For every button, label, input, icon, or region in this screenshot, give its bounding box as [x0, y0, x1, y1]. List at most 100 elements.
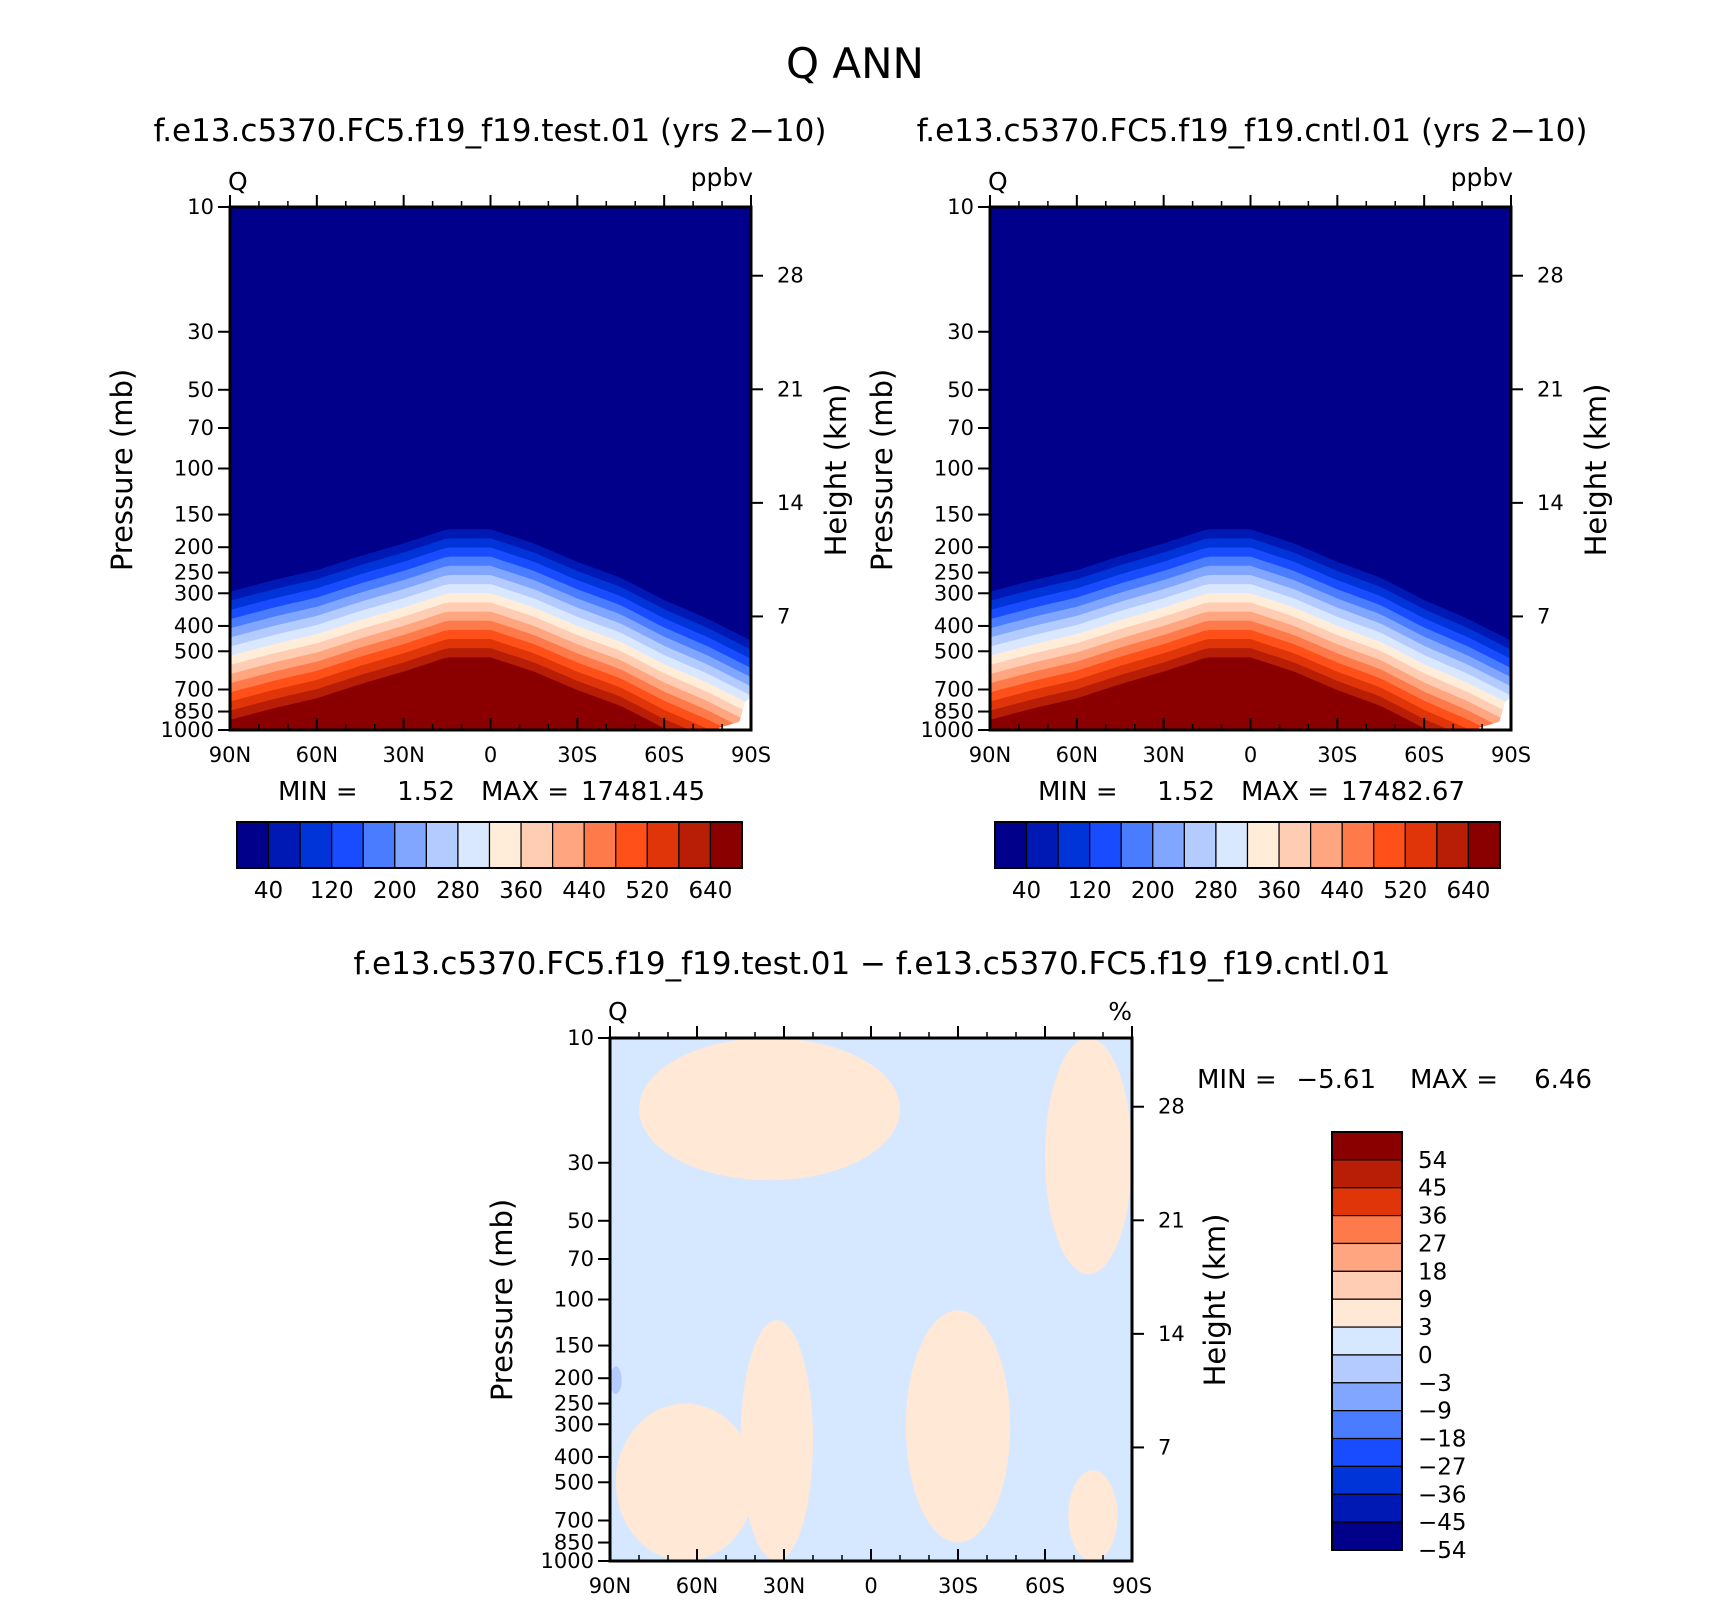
y-tick-label: 100	[934, 457, 974, 481]
x-tick-label: 60S	[1025, 1574, 1065, 1598]
min-value: 1.52	[1157, 777, 1215, 807]
min-value: −5.61	[1296, 1065, 1376, 1095]
colorbar-box	[1331, 1131, 1403, 1161]
panel-test-title: f.e13.c5370.FC5.f19_f19.test.01 (yrs 2−1…	[154, 113, 827, 149]
y-tick-label: 30	[947, 320, 974, 344]
panel-cntl-left-string: Q	[988, 167, 1008, 196]
colorbar-label: 360	[499, 878, 543, 904]
y-tick-label: 500	[174, 639, 214, 663]
y-tick-label: 850	[934, 700, 974, 724]
colorbar-label: −9	[1418, 1399, 1452, 1425]
min-label: MIN =	[1197, 1065, 1277, 1095]
y-tick-label: 10	[947, 195, 974, 219]
colorbar-frame	[994, 821, 1501, 869]
colorbar-box	[457, 821, 491, 869]
y-tick-label: 70	[567, 1247, 594, 1271]
colorbar-box	[1373, 821, 1406, 869]
x-tick-label: 30N	[382, 743, 424, 767]
x-tick-label: 60N	[676, 1574, 718, 1598]
panel-cntl: f.e13.c5370.FC5.f19_f19.cntl.01 (yrs 2−1…	[865, 113, 1613, 904]
contour-band	[990, 657, 1511, 730]
colorbar-box	[1331, 1326, 1403, 1356]
colorbar-box	[331, 821, 364, 869]
y2-tick-label: 28	[1537, 264, 1564, 288]
colorbar-box	[267, 821, 301, 869]
y-tick-label: 700	[554, 1508, 594, 1532]
colorbar-label: 640	[1446, 878, 1490, 904]
colorbar-box	[1341, 821, 1375, 869]
max-value: 17481.45	[581, 777, 705, 807]
y2-tick-label: 21	[1537, 377, 1564, 401]
colorbar-label: 440	[1320, 878, 1364, 904]
colorbar-label: 360	[1257, 878, 1301, 904]
y-tick-label: 30	[567, 1151, 594, 1175]
colorbar-box	[615, 821, 648, 869]
colorbar-label: −27	[1418, 1454, 1467, 1480]
colorbar-label: 520	[625, 878, 669, 904]
colorbar-test: 40 120 200 280 360 440 520 640	[236, 821, 743, 904]
positive-region	[905, 1310, 1011, 1543]
colorbar-box	[1120, 821, 1154, 869]
max-label: MAX =	[1241, 777, 1329, 807]
colorbar-frame	[236, 821, 743, 869]
y-tick-label: 70	[187, 416, 214, 440]
x-tick-label: 90N	[969, 743, 1011, 767]
colorbar-label: 18	[1418, 1259, 1447, 1285]
colorbar-box	[1310, 821, 1343, 869]
y-axis-label-height: Height (km)	[1579, 384, 1613, 557]
colorbar-label: 3	[1418, 1315, 1433, 1341]
panel-diff-title: f.e13.c5370.FC5.f19_f19.test.01 − f.e13.…	[354, 946, 1391, 982]
colorbar-box	[1331, 1382, 1403, 1412]
panel-diff-left-string: Q	[608, 997, 628, 1026]
x-tick-label: 90S	[1112, 1574, 1152, 1598]
colorbar-box	[1331, 1214, 1403, 1245]
y2-tick-label: 14	[777, 491, 804, 515]
colorbar-box	[425, 821, 459, 869]
y-tick-label: 400	[174, 614, 214, 638]
colorbar-box	[709, 821, 743, 869]
y-tick-label: 1000	[541, 1549, 594, 1573]
y-tick-label: 700	[934, 677, 974, 701]
colorbar-label: 54	[1418, 1148, 1447, 1174]
y-tick-label: 300	[554, 1412, 594, 1436]
x-tick-label: 90S	[1491, 743, 1531, 767]
y2-tick-label: 28	[777, 264, 804, 288]
colorbar-label: 27	[1418, 1231, 1447, 1257]
y-axis-height-test: 7 14 21 28	[751, 264, 804, 628]
y-tick-label: 700	[174, 677, 214, 701]
positive-region	[1068, 1470, 1118, 1561]
colorbar-box	[488, 821, 522, 869]
colorbar-box	[299, 821, 333, 869]
y2-tick-label: 7	[1158, 1435, 1171, 1459]
colorbar-box	[1278, 821, 1312, 869]
positive-region	[615, 1403, 756, 1561]
colorbar-box	[1183, 821, 1217, 869]
colorbar-box	[1331, 1298, 1403, 1328]
x-tick-label: 60N	[296, 743, 338, 767]
x-tick-label: 60S	[1404, 743, 1444, 767]
x-tick-label: 0	[864, 1574, 877, 1598]
y-tick-label: 1000	[161, 718, 214, 742]
panel-diff: f.e13.c5370.FC5.f19_f19.test.01 − f.e13.…	[354, 946, 1592, 1598]
y2-tick-label: 21	[1158, 1208, 1185, 1232]
colorbar-box	[1467, 821, 1501, 869]
y-tick-label: 100	[174, 457, 214, 481]
colorbar-box	[394, 821, 427, 869]
y2-tick-label: 14	[1158, 1322, 1185, 1346]
missing-data-region	[1479, 697, 1511, 730]
colorbar-box	[678, 821, 712, 869]
y-tick-label: 400	[554, 1445, 594, 1469]
y-tick-label: 250	[554, 1392, 594, 1416]
x-tick-label: 30S	[938, 1574, 978, 1598]
x-tick-label: 30S	[557, 743, 597, 767]
panel-cntl-units: ppbv	[1451, 163, 1514, 192]
colorbar-label: 120	[1068, 878, 1112, 904]
colorbar-box	[520, 821, 554, 869]
y-axis-label-pressure: Pressure (mb)	[865, 369, 899, 571]
y-axis-label-height: Height (km)	[819, 384, 853, 557]
max-label: MAX =	[481, 777, 569, 807]
